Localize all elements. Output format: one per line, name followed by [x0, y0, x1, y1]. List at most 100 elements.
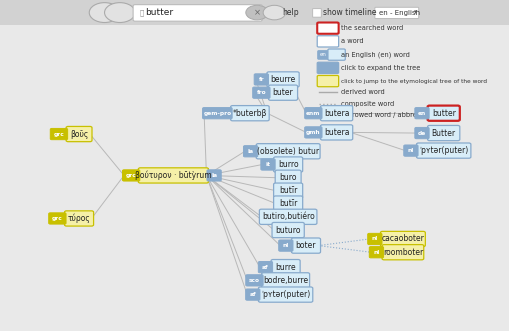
FancyBboxPatch shape	[427, 106, 459, 121]
Text: fr: fr	[258, 77, 264, 82]
FancyBboxPatch shape	[327, 49, 345, 60]
FancyBboxPatch shape	[381, 245, 423, 260]
Text: βούτυρον · būtỳrum: βούτυρον · būtỳrum	[135, 171, 211, 180]
FancyBboxPatch shape	[66, 126, 92, 142]
FancyBboxPatch shape	[380, 231, 425, 247]
Text: show timeline: show timeline	[323, 8, 376, 17]
Text: ˈpʏtər(puter): ˈpʏtər(puter)	[418, 146, 467, 155]
FancyBboxPatch shape	[304, 127, 321, 138]
FancyBboxPatch shape	[416, 143, 470, 158]
FancyBboxPatch shape	[261, 273, 309, 288]
FancyBboxPatch shape	[317, 62, 338, 73]
FancyBboxPatch shape	[304, 108, 321, 119]
FancyBboxPatch shape	[258, 287, 312, 302]
Text: ▾: ▾	[413, 10, 417, 16]
Text: help: help	[281, 8, 298, 17]
Text: butera: butera	[323, 128, 349, 137]
Text: de: de	[417, 130, 425, 136]
FancyBboxPatch shape	[275, 170, 300, 185]
Text: en: en	[417, 111, 425, 116]
Text: grc: grc	[126, 173, 136, 178]
Text: gmh: gmh	[305, 130, 320, 135]
Text: nl: nl	[282, 243, 289, 248]
Bar	[0, 0, 509, 25]
FancyBboxPatch shape	[230, 106, 269, 121]
FancyBboxPatch shape	[202, 108, 232, 119]
Text: Butter: Butter	[431, 128, 455, 138]
FancyBboxPatch shape	[256, 144, 320, 159]
FancyBboxPatch shape	[320, 106, 352, 121]
Text: derived word: derived word	[340, 89, 384, 95]
FancyBboxPatch shape	[374, 7, 418, 19]
FancyBboxPatch shape	[317, 23, 338, 34]
Circle shape	[89, 3, 120, 23]
FancyBboxPatch shape	[268, 85, 297, 100]
Text: nl: nl	[373, 250, 379, 255]
Text: sco: sco	[248, 278, 260, 283]
FancyBboxPatch shape	[243, 146, 257, 157]
Text: click to jump to the etymological tree of the word: click to jump to the etymological tree o…	[340, 78, 486, 84]
Text: ×: ×	[253, 8, 260, 17]
FancyBboxPatch shape	[427, 125, 459, 141]
Text: butter: butter	[145, 8, 173, 17]
Text: composite word: composite word	[340, 101, 393, 107]
Text: βοῦς: βοῦς	[70, 129, 88, 139]
FancyBboxPatch shape	[271, 260, 300, 275]
Text: ˈpʏtər(puter): ˈpʏtər(puter)	[261, 290, 309, 299]
FancyBboxPatch shape	[317, 36, 338, 47]
Text: af: af	[262, 264, 268, 270]
Text: beurre: beurre	[270, 75, 295, 84]
Text: it: it	[265, 162, 270, 167]
FancyBboxPatch shape	[253, 74, 268, 85]
Text: af: af	[249, 292, 256, 297]
FancyBboxPatch shape	[273, 157, 302, 172]
Text: borrowed word / abbreviation: borrowed word / abbreviation	[340, 112, 438, 118]
Text: buter: buter	[272, 88, 293, 97]
Text: la: la	[247, 149, 253, 154]
Text: grc: grc	[52, 216, 63, 221]
FancyBboxPatch shape	[273, 183, 302, 198]
FancyBboxPatch shape	[133, 5, 262, 21]
Text: butīr: butīr	[278, 186, 297, 195]
Text: bodre,burre: bodre,burre	[263, 276, 307, 285]
Text: boter: boter	[295, 241, 316, 250]
Text: a word: a word	[340, 38, 362, 44]
FancyBboxPatch shape	[266, 72, 299, 87]
Text: roomboter: roomboter	[382, 248, 422, 257]
Text: gem-pro: gem-pro	[203, 111, 231, 116]
Text: la: la	[211, 173, 217, 178]
FancyBboxPatch shape	[50, 128, 68, 140]
Text: en - English: en - English	[378, 10, 419, 16]
Text: butter: butter	[431, 109, 455, 118]
FancyBboxPatch shape	[403, 145, 417, 156]
FancyBboxPatch shape	[49, 213, 66, 224]
Text: butīr: butīr	[278, 199, 297, 208]
Text: an English (en) word: an English (en) word	[340, 51, 409, 58]
FancyBboxPatch shape	[414, 108, 428, 119]
FancyBboxPatch shape	[369, 247, 383, 258]
Text: grc: grc	[53, 131, 64, 137]
Text: (obsolete) butur: (obsolete) butur	[257, 147, 319, 156]
Text: τύρος: τύρος	[68, 214, 90, 223]
FancyBboxPatch shape	[320, 125, 352, 140]
FancyBboxPatch shape	[261, 159, 275, 170]
FancyBboxPatch shape	[278, 240, 292, 251]
Circle shape	[245, 5, 268, 20]
FancyBboxPatch shape	[291, 238, 320, 253]
FancyBboxPatch shape	[259, 209, 316, 224]
FancyBboxPatch shape	[414, 127, 428, 139]
FancyBboxPatch shape	[122, 170, 139, 181]
FancyBboxPatch shape	[367, 233, 381, 245]
FancyBboxPatch shape	[245, 275, 263, 286]
Text: en: en	[319, 52, 326, 57]
FancyBboxPatch shape	[258, 261, 272, 273]
Text: burre: burre	[275, 262, 295, 272]
Text: cacaoboter: cacaoboter	[381, 234, 423, 244]
Text: fro: fro	[256, 90, 266, 95]
FancyBboxPatch shape	[65, 211, 94, 226]
Text: nl: nl	[371, 236, 377, 242]
FancyBboxPatch shape	[252, 87, 270, 98]
Text: buturo: buturo	[275, 225, 300, 235]
FancyBboxPatch shape	[138, 168, 208, 183]
Text: 🔍: 🔍	[139, 9, 143, 16]
